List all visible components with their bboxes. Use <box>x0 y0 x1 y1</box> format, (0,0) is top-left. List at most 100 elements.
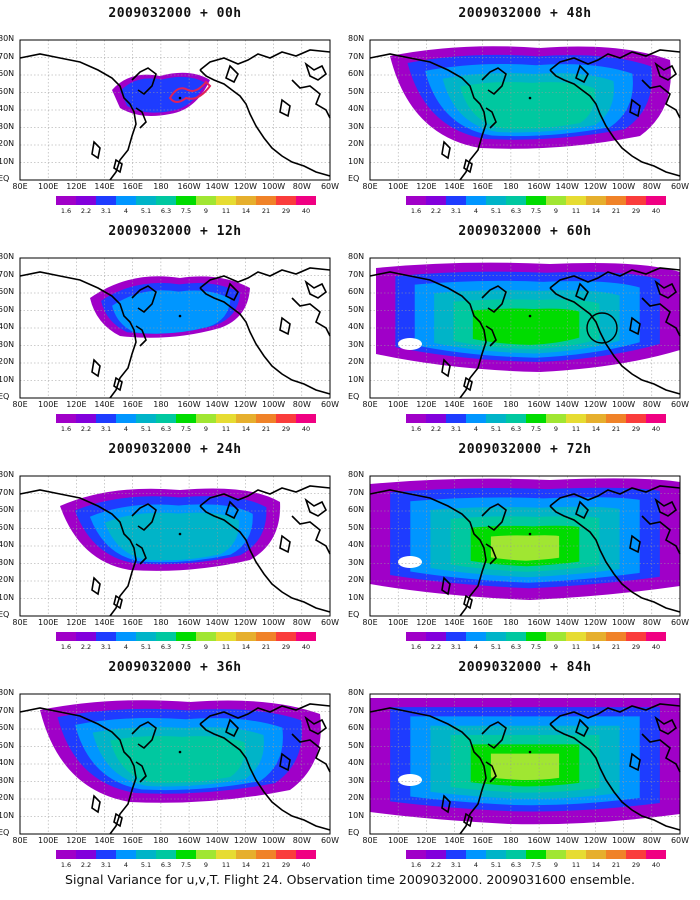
longitude-axis: 80E 100E 120E 140E 160E 180 160W 140W 120W 100W 80… <box>12 182 339 192</box>
colorbar <box>56 632 316 641</box>
colorbar-segment <box>196 850 216 859</box>
latitude-label: 30N <box>0 339 15 349</box>
latitude-label: 10N <box>348 374 365 384</box>
gridlines <box>370 258 680 398</box>
coastlines <box>19 703 331 835</box>
longitude-label: 80E <box>12 618 28 627</box>
longitude-label: 140E <box>444 618 465 627</box>
longitude-label: 80W <box>292 400 311 409</box>
observation-point <box>178 532 182 536</box>
longitude-label: 180 <box>503 400 519 409</box>
longitude-label: 160W <box>527 182 551 191</box>
latitude-label: 50N <box>0 304 15 314</box>
colorbar-segment <box>526 196 546 205</box>
colorbar-segment <box>216 196 236 205</box>
longitude-label: 140E <box>444 836 465 845</box>
longitude-label: 140W <box>205 836 229 845</box>
colorbar-label: 14 <box>591 643 601 651</box>
latitude-label: 10N <box>0 810 15 820</box>
variance-field <box>370 698 680 825</box>
longitude-label: 140W <box>555 836 579 845</box>
longitude-label: 140E <box>94 836 115 845</box>
colorbar-label: 11 <box>571 861 581 869</box>
longitude-label: 160W <box>527 618 551 627</box>
colorbar-label: 7.5 <box>530 425 542 433</box>
latitude-label: EQ <box>348 392 360 401</box>
colorbar-label: 2.2 <box>430 643 442 651</box>
colorbar-label: 7.5 <box>530 861 542 869</box>
colorbar-label: 14 <box>591 425 601 433</box>
colorbar-label: 40 <box>301 861 311 869</box>
longitude-label: 100E <box>38 182 59 191</box>
latitude-label: EQ <box>348 610 360 619</box>
colorbar-label: 7.5 <box>530 207 542 215</box>
latitude-label: 50N <box>348 740 365 750</box>
colorbar-label: 2.2 <box>80 207 92 215</box>
field-gap <box>398 774 422 786</box>
latitude-label: 60N <box>348 505 365 514</box>
colorbar-segment <box>256 414 276 423</box>
colorbar-label: 21 <box>611 643 621 651</box>
colorbar-segment <box>466 632 486 641</box>
colorbar-segment <box>626 850 646 859</box>
colorbar-segment <box>546 414 566 423</box>
colorbar-label: 3.1 <box>450 861 462 869</box>
longitude-label: 100W <box>612 836 636 845</box>
longitude-label: 160W <box>527 836 551 845</box>
longitude-label: 100W <box>262 618 286 627</box>
colorbar-label: 29 <box>281 425 291 433</box>
latitude-label: 60N <box>348 287 365 296</box>
colorbar-segment <box>486 414 506 423</box>
field-ring <box>490 535 560 561</box>
colorbar-label: 9 <box>553 207 559 215</box>
colorbar-label: 1.6 <box>60 643 72 651</box>
variance-field <box>112 72 210 116</box>
field-ring <box>472 308 580 345</box>
colorbar-segment <box>196 632 216 641</box>
longitude-label: 140E <box>94 618 115 627</box>
longitude-label: 160E <box>472 400 493 409</box>
map-frame <box>19 693 331 835</box>
longitude-label: 80E <box>362 618 378 627</box>
colorbar <box>406 850 666 859</box>
colorbar-segment <box>236 632 256 641</box>
latitude-label: 20N <box>0 575 15 584</box>
map-panel: 2009032000 + 24h 80N 70N 60N 50N 40N 30N 20N 10N… <box>0 436 350 658</box>
colorbar-label: 6.3 <box>510 425 522 433</box>
colorbar-label: 40 <box>301 425 311 433</box>
panel-title: 2009032000 + 36h <box>108 660 242 675</box>
map-panel: 2009032000 + 12h 80N 70N 60N 50N 40N 30N 20N 10N… <box>0 218 350 440</box>
longitude-label: 140E <box>444 182 465 191</box>
variance-field <box>370 478 680 600</box>
colorbar-segment <box>606 196 626 205</box>
colorbar-segment <box>276 850 296 859</box>
coastlines <box>19 485 331 617</box>
longitude-label: 160E <box>122 182 143 191</box>
latitude-label: 20N <box>348 357 365 366</box>
colorbar-label: 29 <box>631 207 641 215</box>
longitude-axis: 80E 100E 120E 140E 160E 180 160W 140W 120W 100W 80… <box>12 618 339 628</box>
latitude-label: 70N <box>0 51 15 61</box>
colorbar-label: 4 <box>123 207 129 215</box>
latitude-label: 10N <box>348 810 365 820</box>
colorbar-segment <box>426 414 446 423</box>
colorbar-segment <box>506 850 526 859</box>
gridlines <box>20 694 330 834</box>
longitude-label: 60W <box>670 400 690 409</box>
longitude-label: 80E <box>12 182 28 191</box>
longitude-label: 180 <box>503 182 519 191</box>
field-ring <box>112 290 231 334</box>
colorbar-labels: 1.6 2.2 3.1 4 5.1 6.3 7.5 9 11 14 21 29 40 <box>406 643 666 652</box>
observation-point <box>528 314 532 318</box>
colorbar-segment <box>196 414 216 423</box>
map-panel: 2009032000 + 48h 80N 70N 60N 50N 40N 30N 20N 10N… <box>348 0 700 222</box>
colorbar-label: 14 <box>591 861 601 869</box>
longitude-label: 140W <box>205 400 229 409</box>
colorbar-labels: 1.6 2.2 3.1 4 5.1 6.3 7.5 9 11 14 21 29 40 <box>406 207 666 216</box>
longitude-label: 120W <box>583 836 608 845</box>
latitude-label: 20N <box>348 793 365 802</box>
colorbar-segment <box>156 414 176 423</box>
colorbar-label: 4 <box>473 425 479 433</box>
longitude-label: 100W <box>262 400 286 409</box>
latitude-label: 40N <box>0 540 15 549</box>
